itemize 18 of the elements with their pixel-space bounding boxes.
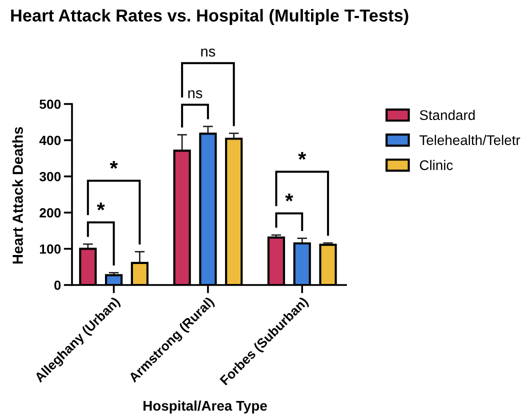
annotation: * — [298, 152, 306, 160]
annotation: * — [110, 161, 118, 169]
y-tick-label: 0 — [54, 280, 61, 290]
x-axis-title: Hospital/Area Type — [144, 400, 267, 414]
y-tick-label: 200 — [40, 208, 61, 218]
annotation: * — [285, 194, 294, 202]
y-tick-label: 400 — [39, 136, 61, 146]
y-tick-label: 500 — [40, 100, 61, 109]
text: ns — [201, 48, 216, 57]
chart-title: Heart Attack Rates vs. Hospital (Multiple T-Tests) — [11, 8, 408, 26]
y-tick-label: 300 — [39, 172, 61, 182]
legend-label: Standard — [420, 110, 475, 120]
y-tick-label: 100 — [40, 244, 61, 254]
legend-label: Telehealth/Teletr — [420, 134, 520, 146]
text: ns — [188, 90, 202, 98]
y-axis-title: Heart Attack Deaths — [12, 127, 23, 264]
legend-label: Clinic — [420, 160, 453, 170]
annotation: * — [96, 202, 105, 210]
